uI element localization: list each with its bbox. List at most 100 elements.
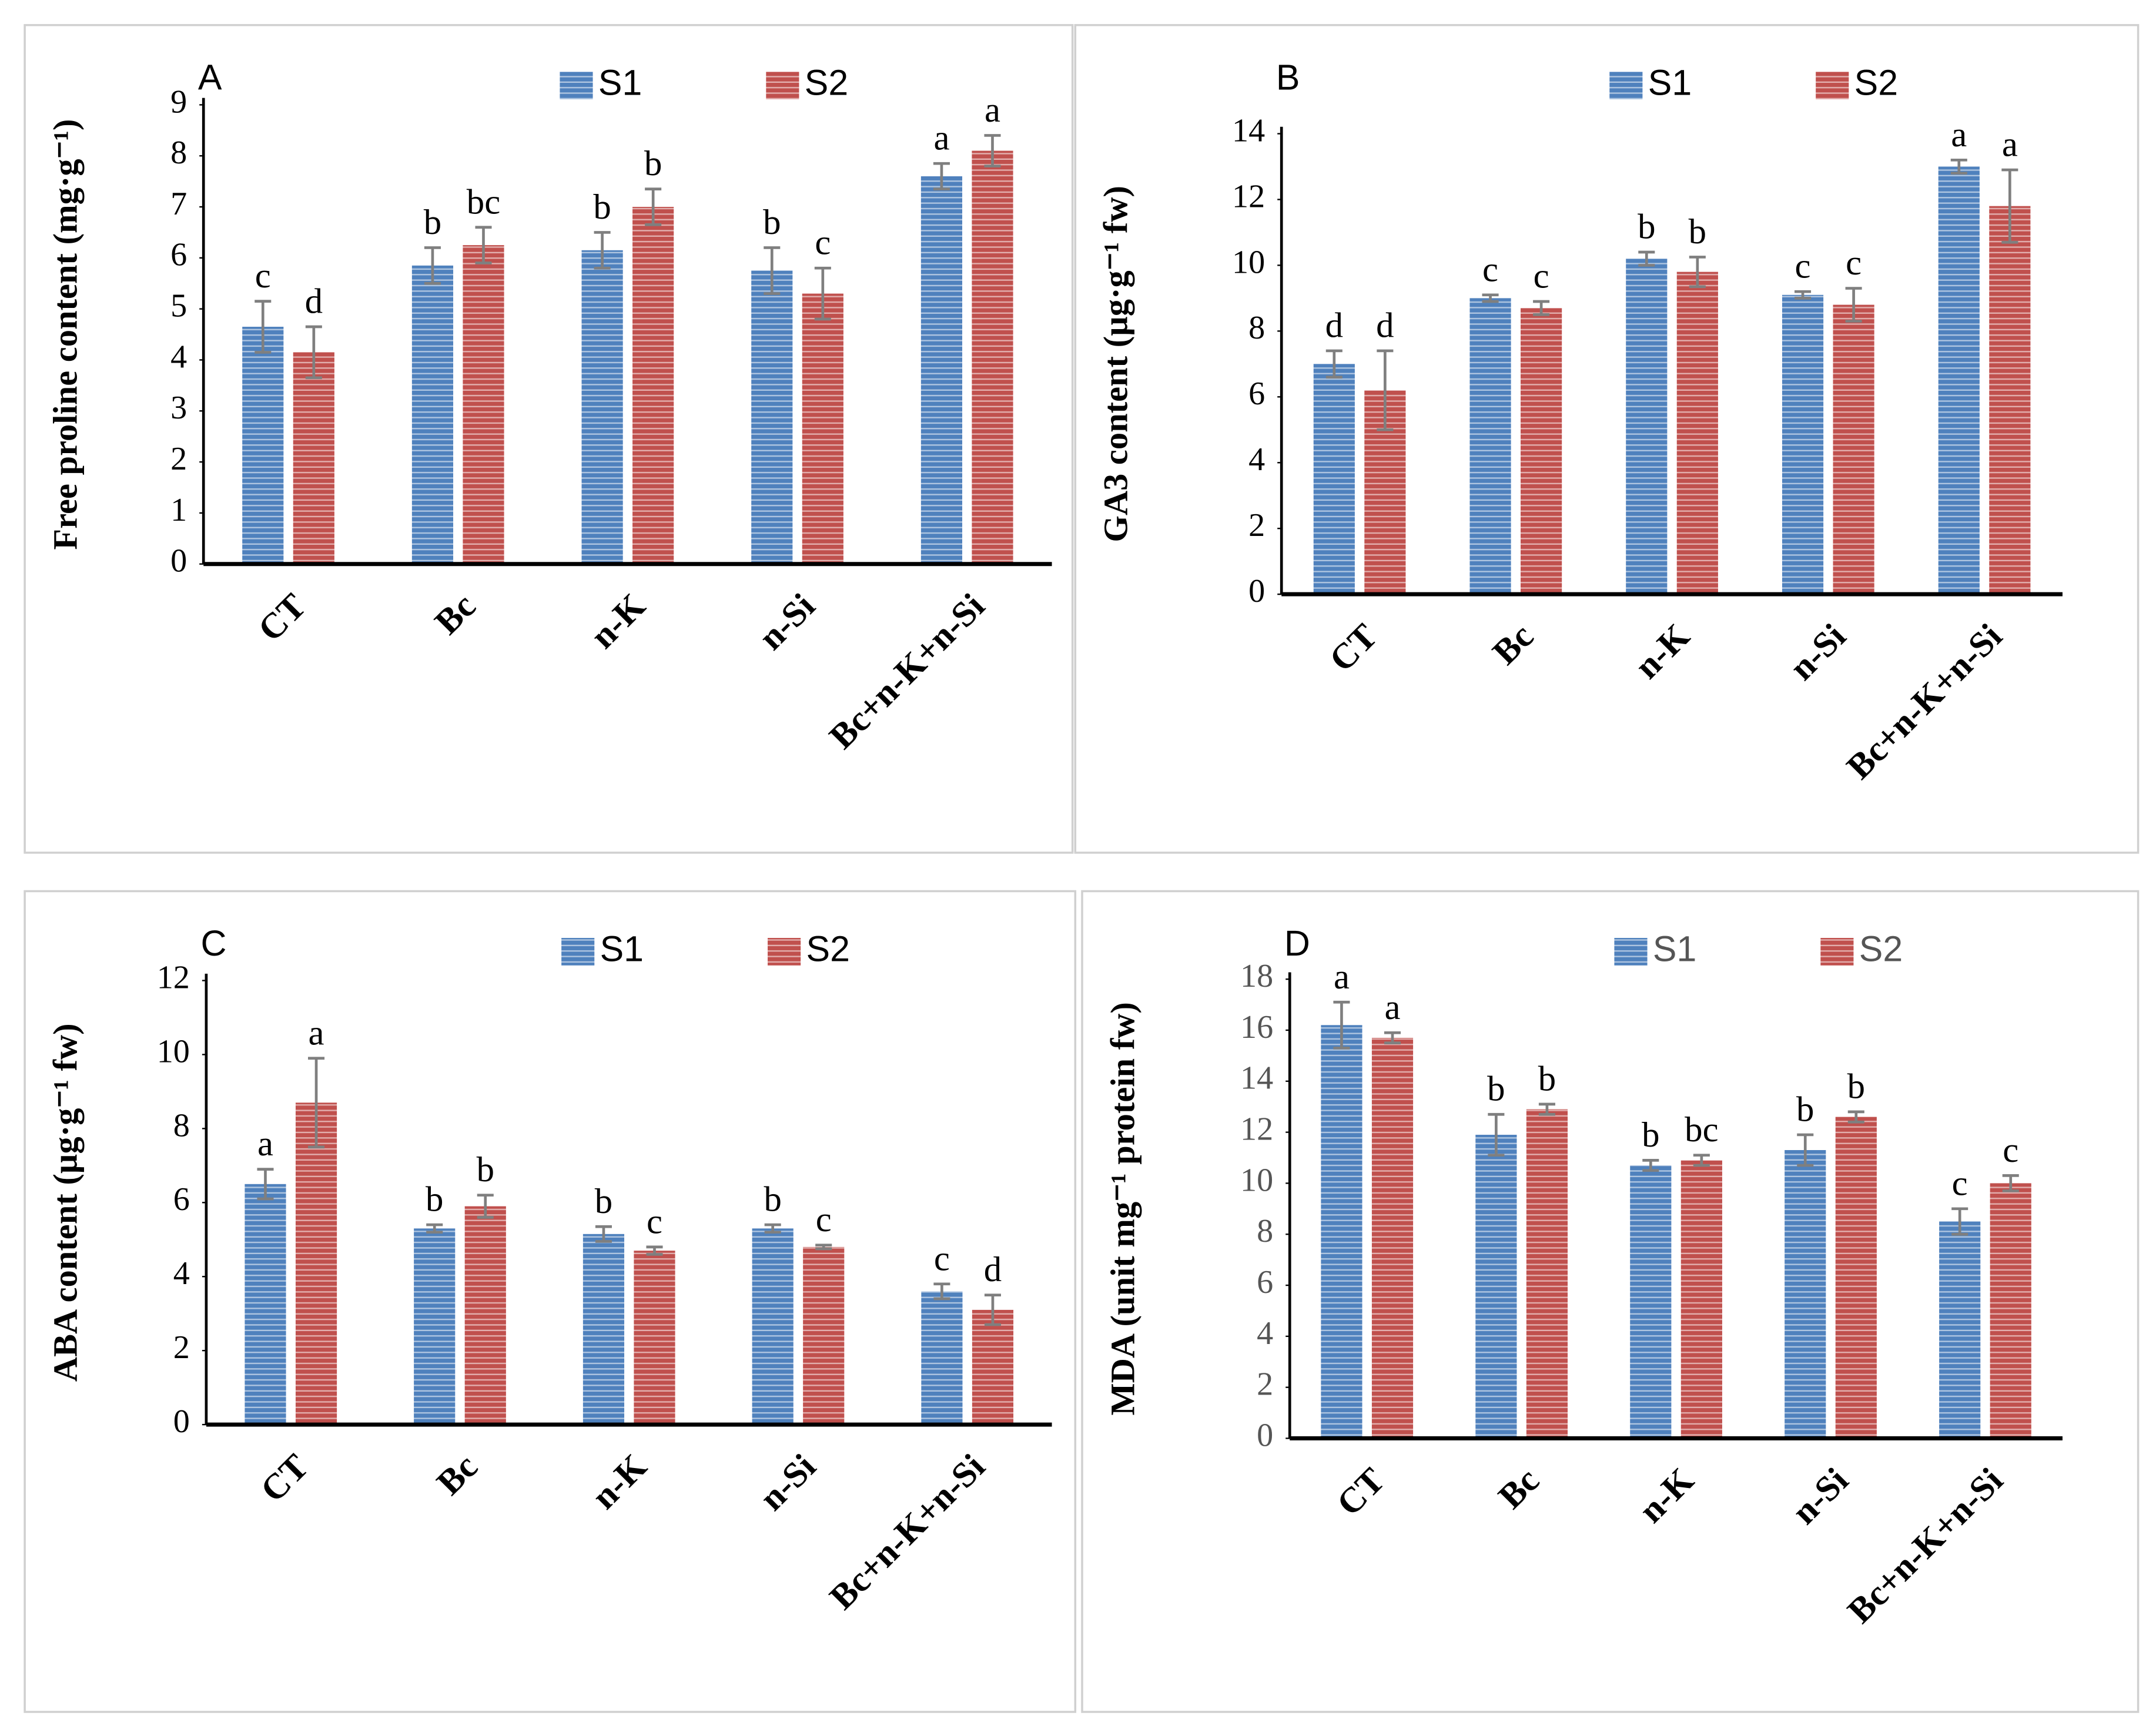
legend-label: S1 [600, 929, 644, 968]
x-tick-label: CT [253, 1447, 316, 1510]
y-axis-label: GA3 content (µg·g⁻¹ fw) [1097, 186, 1135, 542]
panel-border [24, 890, 1077, 1713]
y-tick-label: 3 [170, 390, 187, 426]
significance-letter: d [984, 1250, 1002, 1289]
panel-label: D [1284, 923, 1310, 963]
x-tick-label: n-K [1632, 1460, 1702, 1530]
y-tick-label: 1 [170, 492, 187, 528]
legend-swatch [1816, 72, 1849, 100]
bar [1990, 1183, 2031, 1439]
y-tick-label: 4 [1257, 1315, 1273, 1352]
bar [1475, 1134, 1517, 1439]
legend-swatch [768, 937, 801, 966]
error-bar [764, 1223, 781, 1234]
panel-label: B [1276, 57, 1300, 97]
error-bar [1384, 1031, 1401, 1045]
error-bar [645, 187, 662, 226]
legend-label: S2 [806, 929, 850, 968]
bar [1833, 304, 1874, 595]
panel-border [1074, 24, 2140, 854]
y-tick-label: 10 [157, 1033, 190, 1070]
x-tick-label: CT [1330, 1460, 1392, 1523]
bar [634, 1251, 675, 1425]
x-tick-label: n-Si [1785, 1460, 1856, 1531]
error-bar [257, 1168, 274, 1201]
error-bar [1488, 1112, 1505, 1157]
y-tick-label: 4 [173, 1255, 190, 1292]
significance-letter: b [764, 1180, 781, 1219]
significance-letter: b [593, 187, 611, 227]
significance-letter: b [763, 203, 781, 242]
y-tick-label: 6 [1248, 376, 1265, 412]
y-tick-label: 8 [173, 1107, 190, 1144]
bar [295, 1102, 337, 1425]
bar [1521, 308, 1562, 595]
x-tick-label: Bc+n-K+n-Si [1840, 1460, 2011, 1631]
bar [751, 270, 793, 564]
y-tick-label: 2 [170, 441, 187, 477]
bar [242, 327, 284, 564]
significance-letter: c [1534, 257, 1549, 296]
error-bar [1638, 250, 1655, 267]
error-bar [646, 1245, 663, 1256]
bar [1938, 166, 1980, 595]
bar [582, 1234, 625, 1425]
bar [803, 1246, 845, 1425]
y-tick-label: 7 [170, 186, 187, 222]
error-bar [2002, 1174, 2019, 1192]
error-bar [308, 1057, 325, 1149]
bar [414, 1228, 456, 1425]
significance-letter: c [1482, 250, 1498, 289]
y-tick-label: 14 [1232, 112, 1265, 149]
significance-letter: c [934, 1239, 950, 1278]
significance-letter: c [1952, 1164, 1968, 1203]
bar [1626, 259, 1668, 595]
x-tick-label: Bc+n-K+n-Si [822, 586, 992, 757]
significance-letter: c [816, 1200, 832, 1239]
bar [972, 1309, 1014, 1425]
error-bar [475, 226, 492, 264]
y-tick-label: 2 [1257, 1366, 1273, 1403]
legend-swatch [1609, 72, 1643, 100]
bar [293, 352, 334, 564]
bar [1680, 1160, 1722, 1439]
y-tick-label: 12 [1240, 1111, 1273, 1148]
significance-letter: a [2002, 125, 2018, 165]
error-bar [255, 300, 272, 354]
error-bar [933, 1282, 950, 1301]
error-bar [1795, 290, 1812, 300]
error-bar [1797, 1133, 1814, 1167]
significance-letter: d [1325, 306, 1343, 345]
bar [632, 207, 674, 564]
legend-label: S1 [598, 63, 642, 103]
bar [972, 150, 1013, 564]
error-bar [1845, 287, 1862, 323]
y-tick-label: 5 [170, 288, 187, 324]
y-tick-label: 8 [1257, 1213, 1273, 1249]
significance-letter: c [815, 223, 831, 263]
error-bar [426, 1223, 443, 1234]
significance-letter: b [426, 1180, 443, 1219]
error-bar [984, 1293, 1001, 1326]
legend-swatch [561, 937, 595, 966]
error-bar [764, 246, 781, 295]
x-tick-label: Bc [427, 586, 483, 642]
legend-swatch [1820, 937, 1854, 966]
x-tick-label: n-Si [1782, 616, 1853, 688]
bar [802, 293, 843, 564]
error-bar [594, 231, 611, 270]
legend-swatch [1614, 937, 1648, 966]
y-tick-label: 10 [1240, 1162, 1273, 1198]
y-tick-label: 14 [1240, 1060, 1273, 1097]
y-tick-label: 16 [1240, 1009, 1273, 1045]
error-bar [933, 162, 950, 190]
significance-letter: d [1376, 306, 1394, 345]
y-tick-label: 9 [170, 83, 187, 120]
error-bar [1482, 293, 1499, 303]
y-tick-label: 6 [170, 237, 187, 273]
significance-letter: a [257, 1124, 273, 1164]
significance-letter: a [933, 119, 949, 158]
bar [1313, 364, 1355, 595]
